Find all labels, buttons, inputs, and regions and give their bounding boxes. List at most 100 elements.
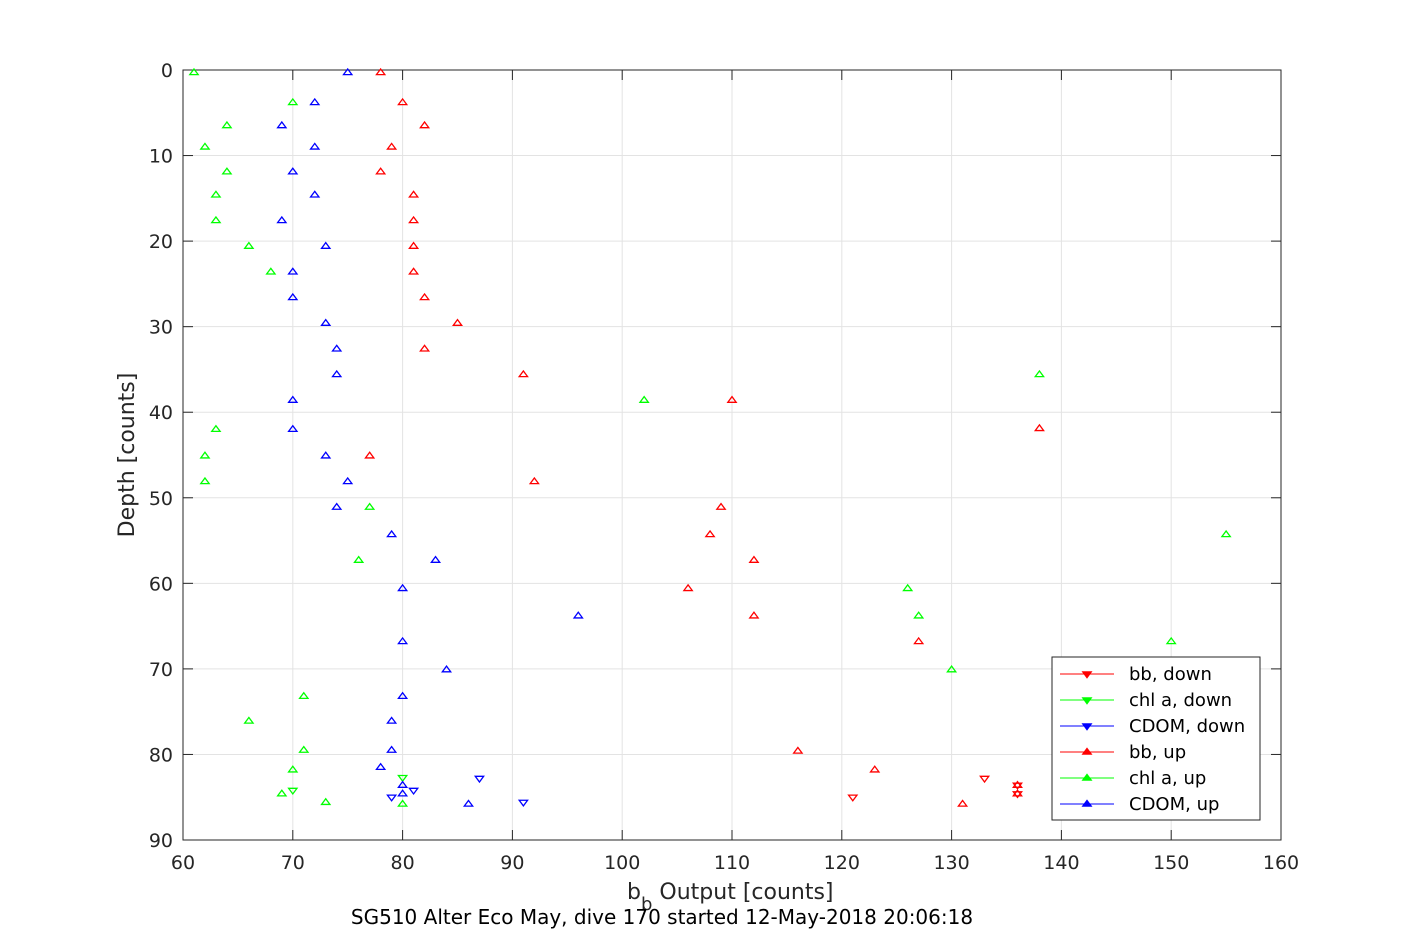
legend-entry-label: bb, up xyxy=(1129,742,1186,763)
point-cdom-up xyxy=(320,241,332,249)
point-cdom-up xyxy=(331,369,343,378)
point-chl-a-up xyxy=(199,451,211,459)
point-bb-up xyxy=(682,583,694,592)
x-tick-label: 100 xyxy=(604,852,640,874)
legend-entry-label: CDOM, down xyxy=(1129,716,1245,737)
point-cdom-up xyxy=(287,424,299,433)
point-cdom-up xyxy=(276,215,288,224)
point-chl-a-up xyxy=(1220,529,1232,538)
x-tick-label: 60 xyxy=(171,852,195,874)
y-tick-label: 80 xyxy=(149,744,173,766)
point-cdom-up xyxy=(309,142,321,150)
point-cdom-up xyxy=(276,120,288,129)
point-bb-up xyxy=(869,765,881,773)
point-bb-up xyxy=(419,344,431,352)
point-bb-up xyxy=(792,746,804,754)
y-tick-label: 30 xyxy=(149,317,173,339)
legend-marker xyxy=(1081,747,1093,755)
point-cdom-down xyxy=(408,787,420,796)
point-bb-up xyxy=(364,451,376,459)
point-bb-up xyxy=(1011,789,1023,797)
point-bb-up xyxy=(1011,780,1023,788)
legend-entry-label: CDOM, up xyxy=(1129,794,1219,815)
point-cdom-up xyxy=(320,451,332,459)
point-bb-up xyxy=(726,395,738,403)
point-chl-a-up xyxy=(902,583,914,592)
y-tick-label: 0 xyxy=(161,60,173,82)
point-cdom-up xyxy=(342,67,354,76)
point-bb-down xyxy=(1011,791,1023,799)
point-cdom-up xyxy=(386,529,398,538)
data-marks xyxy=(188,67,1232,808)
point-cdom-up xyxy=(287,395,299,403)
grid xyxy=(183,70,1281,840)
point-bb-up xyxy=(715,502,727,510)
legend-entry-label: chl a, up xyxy=(1129,768,1206,789)
point-cdom-down xyxy=(517,799,529,808)
x-tick-label: 160 xyxy=(1263,852,1299,874)
point-cdom-up xyxy=(342,476,354,485)
point-cdom-up xyxy=(572,611,584,619)
point-cdom-up xyxy=(309,97,321,106)
point-chl-a-up xyxy=(210,424,222,433)
y-tick-label: 60 xyxy=(149,573,173,595)
y-tick-label: 20 xyxy=(149,231,173,253)
legend-entry-label: bb, down xyxy=(1129,664,1212,685)
point-chl-a-up xyxy=(298,691,310,699)
point-cdom-down xyxy=(386,794,398,802)
point-bb-up xyxy=(913,636,925,645)
point-chl-a-up xyxy=(221,120,233,129)
point-bb-up xyxy=(386,142,398,150)
x-tick-label: 80 xyxy=(391,852,415,874)
point-bb-up xyxy=(408,241,420,249)
point-chl-a-up xyxy=(210,190,222,198)
point-cdom-up xyxy=(430,555,442,563)
y-tick-label: 10 xyxy=(149,146,173,168)
x-tick-label: 130 xyxy=(933,852,969,874)
x-tick-label: 90 xyxy=(500,852,524,874)
point-chl-a-up xyxy=(287,765,299,773)
point-bb-up xyxy=(375,67,387,76)
point-cdom-up xyxy=(287,167,299,175)
point-cdom-up xyxy=(397,636,409,645)
point-bb-down xyxy=(1011,782,1023,790)
point-bb-down xyxy=(979,775,991,784)
point-bb-up xyxy=(408,190,420,198)
point-bb-up xyxy=(375,167,387,175)
point-cdom-up xyxy=(287,292,299,301)
point-chl-a-up xyxy=(364,502,376,510)
point-bb-up xyxy=(1033,423,1045,432)
point-bb-up xyxy=(748,611,760,619)
point-cdom-up xyxy=(320,318,332,326)
point-chl-a-up xyxy=(946,665,958,673)
legend-marker xyxy=(1081,799,1093,807)
point-chl-a-up xyxy=(199,476,211,485)
x-tick-label: 140 xyxy=(1043,852,1079,874)
point-cdom-up xyxy=(309,190,321,198)
legend: bb, down chl a, down CDOM, down bb, up chl a… xyxy=(1051,656,1261,821)
x-axis-label-subscript: b xyxy=(641,894,652,915)
point-bb-up xyxy=(408,267,420,275)
axis-ticks: 60 70 80 90 100 110 120 130 140 150 160 0 10 20 30 40 50… xyxy=(149,60,1299,874)
point-bb-up xyxy=(704,529,716,538)
point-chl-a-up xyxy=(298,745,310,753)
point-chl-a-up xyxy=(276,789,288,797)
y-tick-label: 40 xyxy=(149,402,173,424)
point-chl-a-up xyxy=(1165,636,1177,645)
point-cdom-up xyxy=(287,267,299,275)
point-bb-up xyxy=(957,799,969,807)
legend-marker xyxy=(1081,723,1093,731)
point-cdom-down xyxy=(473,775,485,784)
legend-entry-label: chl a, down xyxy=(1129,690,1232,711)
y-tick-label: 90 xyxy=(149,830,173,852)
point-chl-a-up xyxy=(210,215,222,224)
chart-title: SG510 Alter Eco May, dive 170 started 12… xyxy=(351,905,973,929)
point-chl-a-up xyxy=(199,142,211,150)
y-tick-label: 70 xyxy=(149,659,173,681)
y-tick-label: 50 xyxy=(149,488,173,510)
point-bb-down xyxy=(847,794,859,802)
x-tick-label: 150 xyxy=(1153,852,1189,874)
point-bb-up xyxy=(419,292,431,301)
point-bb-up xyxy=(528,476,540,485)
